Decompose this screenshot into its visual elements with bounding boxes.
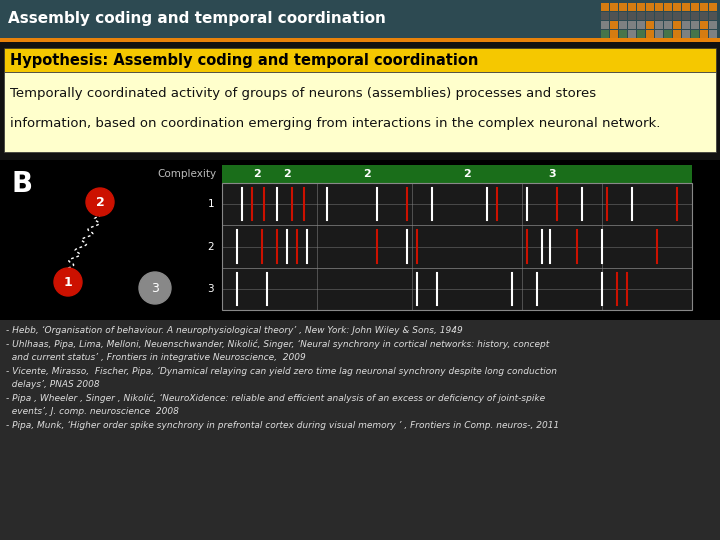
Bar xyxy=(637,21,645,29)
Bar xyxy=(682,12,690,20)
Bar xyxy=(637,12,645,20)
Bar xyxy=(610,12,618,20)
Bar xyxy=(691,30,699,38)
Text: - Vicente, Mirasso,  Fischer, Pipa, ‘Dynamical relaying can yield zero time lag : - Vicente, Mirasso, Fischer, Pipa, ‘Dyna… xyxy=(6,367,557,375)
Bar xyxy=(619,3,627,11)
Bar xyxy=(0,320,720,540)
Text: 2: 2 xyxy=(96,195,104,208)
Bar xyxy=(619,30,627,38)
Bar xyxy=(673,21,681,29)
Bar xyxy=(700,12,708,20)
Bar xyxy=(655,12,663,20)
Bar xyxy=(691,12,699,20)
Bar xyxy=(646,30,654,38)
Bar xyxy=(682,3,690,11)
Bar xyxy=(673,12,681,20)
Text: 1: 1 xyxy=(207,199,214,209)
Bar xyxy=(637,3,645,11)
Text: 2: 2 xyxy=(283,169,291,179)
Bar xyxy=(709,21,717,29)
Bar xyxy=(664,21,672,29)
Circle shape xyxy=(54,268,82,296)
Bar xyxy=(628,3,636,11)
Text: 3: 3 xyxy=(548,169,556,179)
Bar xyxy=(0,0,720,38)
Bar xyxy=(0,160,720,320)
Text: Assembly coding and temporal coordination: Assembly coding and temporal coordinatio… xyxy=(8,11,386,26)
Bar xyxy=(601,21,609,29)
Bar xyxy=(664,30,672,38)
Bar xyxy=(709,12,717,20)
Bar xyxy=(601,12,609,20)
Text: Hypothesis: Assembly coding and temporal coordination: Hypothesis: Assembly coding and temporal… xyxy=(10,52,478,68)
Text: and current status’ , Frontiers in integrative Neuroscience,  2009: and current status’ , Frontiers in integ… xyxy=(6,353,306,362)
Bar xyxy=(709,30,717,38)
Bar xyxy=(655,21,663,29)
Bar xyxy=(673,3,681,11)
Bar xyxy=(637,30,645,38)
Bar xyxy=(619,12,627,20)
Circle shape xyxy=(139,272,171,304)
Text: events’, J. comp. neuroscience  2008: events’, J. comp. neuroscience 2008 xyxy=(6,407,179,416)
Bar xyxy=(4,48,716,72)
Text: Temporally coordinated activity of groups of neurons (assemblies) processes and : Temporally coordinated activity of group… xyxy=(10,87,596,100)
Bar xyxy=(646,12,654,20)
Bar xyxy=(646,3,654,11)
Text: - Uhlhaas, Pipa, Lima, Melloni, Neuenschwander, Nikolić, Singer, ‘Neural synchro: - Uhlhaas, Pipa, Lima, Melloni, Neuensch… xyxy=(6,340,549,349)
Bar xyxy=(691,21,699,29)
Bar xyxy=(664,12,672,20)
Bar xyxy=(700,30,708,38)
Bar xyxy=(222,165,692,183)
Circle shape xyxy=(86,188,114,216)
Bar xyxy=(682,30,690,38)
Text: 2: 2 xyxy=(363,169,371,179)
Bar xyxy=(222,183,692,310)
Text: delays’, PNAS 2008: delays’, PNAS 2008 xyxy=(6,380,99,389)
Text: B: B xyxy=(12,170,33,198)
Bar xyxy=(709,3,717,11)
Bar xyxy=(655,3,663,11)
Bar xyxy=(646,21,654,29)
Bar xyxy=(0,38,720,42)
Bar xyxy=(691,3,699,11)
Bar xyxy=(610,3,618,11)
Bar xyxy=(628,30,636,38)
Bar xyxy=(610,30,618,38)
Bar xyxy=(673,30,681,38)
Text: 3: 3 xyxy=(207,284,214,294)
Text: Complexity: Complexity xyxy=(158,169,217,179)
Bar xyxy=(682,21,690,29)
Bar xyxy=(700,21,708,29)
Bar xyxy=(655,30,663,38)
Text: - Pipa, Munk, ‘Higher order spike synchrony in prefrontal cortex during visual m: - Pipa, Munk, ‘Higher order spike synchr… xyxy=(6,421,559,429)
Bar xyxy=(664,3,672,11)
Text: information, based on coordination emerging from interactions in the complex neu: information, based on coordination emerg… xyxy=(10,117,660,130)
Text: 1: 1 xyxy=(63,275,73,288)
Bar xyxy=(4,72,716,152)
Bar xyxy=(601,30,609,38)
Text: - Hebb, ‘Organisation of behaviour. A neurophysiological theory’ , New York: Joh: - Hebb, ‘Organisation of behaviour. A ne… xyxy=(6,326,463,335)
Text: 2: 2 xyxy=(253,169,261,179)
Text: 2: 2 xyxy=(463,169,471,179)
Text: 3: 3 xyxy=(151,281,159,294)
Bar xyxy=(601,3,609,11)
Bar xyxy=(700,3,708,11)
Text: 2: 2 xyxy=(207,241,214,252)
Bar xyxy=(610,21,618,29)
Text: - Pipa , Wheeler , Singer , Nikolić, ‘NeuroXidence: reliable and efficient analy: - Pipa , Wheeler , Singer , Nikolić, ‘Ne… xyxy=(6,394,545,403)
Bar xyxy=(619,21,627,29)
Bar xyxy=(628,21,636,29)
Bar xyxy=(628,12,636,20)
